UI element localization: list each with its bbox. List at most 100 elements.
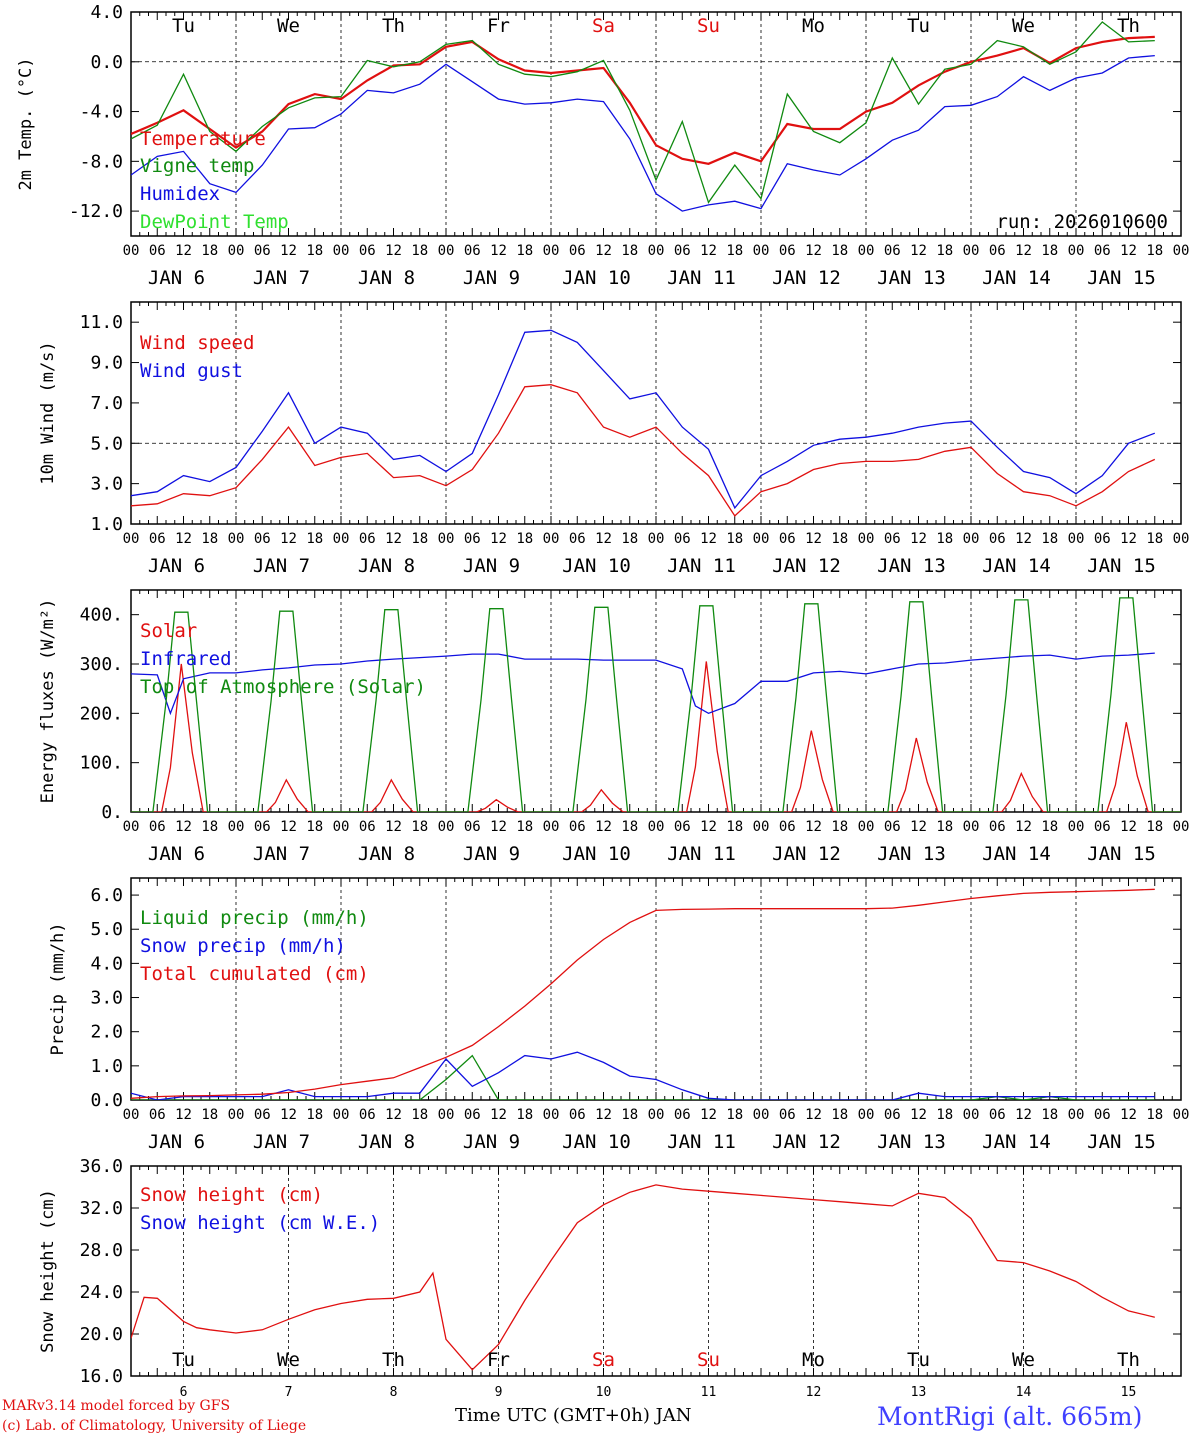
date-label: JAN 7: [253, 1131, 310, 1153]
y-tick-label: 32.0: [80, 1198, 123, 1219]
weekday-label: Tu: [907, 1349, 930, 1371]
date-label: JAN 11: [667, 267, 736, 289]
hour-label: 18: [936, 531, 953, 547]
hour-label: 18: [516, 243, 533, 259]
y-tick-label: 20.0: [80, 1324, 123, 1345]
panel-4: [130, 877, 1182, 1101]
hour-label: 06: [779, 531, 796, 547]
hour-label: 00: [1068, 243, 1085, 259]
hour-label: 18: [411, 819, 428, 835]
hour-label: 00: [648, 1107, 665, 1123]
legend-top-of-atmosphere-solar-: Top of Atmosphere (Solar): [140, 676, 426, 698]
hour-label: 18: [726, 531, 743, 547]
hour-label: 00: [963, 1107, 980, 1123]
hour-label: 00: [333, 1107, 350, 1123]
hour-label: 00: [438, 819, 455, 835]
y-tick-label: -4.0: [80, 102, 123, 123]
y-tick-label: 24.0: [80, 1282, 123, 1303]
hour-label: 00: [333, 819, 350, 835]
hour-label: 12: [490, 819, 507, 835]
hour-label: 18: [516, 819, 533, 835]
date-label: JAN 13: [877, 555, 946, 577]
hour-label: 06: [1094, 1107, 1111, 1123]
legend-vigne-temp: Vigne temp: [140, 155, 254, 177]
weekday-label: Tu: [907, 15, 930, 37]
date-label: JAN 11: [667, 555, 736, 577]
hour-label: 12: [175, 819, 192, 835]
hour-label: 06: [254, 1107, 271, 1123]
legend-humidex: Humidex: [140, 183, 220, 205]
hour-label: 12: [175, 531, 192, 547]
hour-label: 18: [621, 1107, 638, 1123]
hour-label: 18: [936, 243, 953, 259]
hour-label: 06: [674, 531, 691, 547]
series-vigne-temp: [131, 21, 1155, 204]
hour-label: 06: [149, 819, 166, 835]
hour-label: 06: [464, 531, 481, 547]
hour-label: 18: [411, 531, 428, 547]
hour-label: 00: [648, 531, 665, 547]
hour-label: 00: [543, 819, 560, 835]
date-label: JAN 15: [1087, 843, 1156, 865]
legend-snow-height-cm-w-e-: Snow height (cm W.E.): [140, 1212, 380, 1234]
hour-label: 12: [805, 531, 822, 547]
hour-label: 18: [1041, 243, 1058, 259]
legend-solar: Solar: [140, 620, 197, 642]
hour-label: 00: [1068, 1107, 1085, 1123]
hour-label: 06: [464, 819, 481, 835]
hour-label: 06: [149, 531, 166, 547]
y-axis-title: 10m Wind (m/s): [38, 341, 58, 484]
date-label: JAN 13: [877, 843, 946, 865]
hour-label: 00: [753, 531, 770, 547]
y-tick-label: 2.0: [90, 1022, 123, 1043]
weekday-label: Tu: [172, 1349, 195, 1371]
day-number: 12: [806, 1385, 822, 1400]
hour-label: 18: [621, 243, 638, 259]
date-label: JAN 7: [253, 843, 310, 865]
hour-label: 06: [674, 819, 691, 835]
station-name: MontRigi (alt. 665m): [877, 1402, 1143, 1431]
hour-label: 12: [490, 243, 507, 259]
hour-label: 06: [359, 243, 376, 259]
y-tick-label: 100.: [80, 753, 123, 774]
hour-label: 00: [753, 1107, 770, 1123]
weekday-label: We: [277, 1349, 300, 1371]
hour-label: 18: [726, 1107, 743, 1123]
date-label: JAN 15: [1087, 555, 1156, 577]
hour-label: 00: [123, 531, 140, 547]
y-tick-label: 200.: [80, 703, 123, 724]
date-label: JAN 13: [877, 1131, 946, 1153]
hour-label: 06: [359, 819, 376, 835]
hour-label: 12: [1120, 819, 1137, 835]
date-label: JAN 14: [982, 555, 1051, 577]
lab-credit: (c) Lab. of Climatology, University of L…: [2, 1418, 307, 1434]
hour-label: 12: [280, 531, 297, 547]
hour-label: 18: [726, 243, 743, 259]
legend-wind-gust: Wind gust: [140, 360, 243, 382]
day-number: 7: [285, 1385, 293, 1400]
hour-label: 06: [569, 1107, 586, 1123]
hour-label: 06: [149, 1107, 166, 1123]
hour-label: 18: [936, 1107, 953, 1123]
hour-label: 06: [779, 243, 796, 259]
y-tick-label: 4.0: [90, 2, 123, 23]
series-wind-gust: [131, 329, 1156, 510]
hour-label: 12: [910, 531, 927, 547]
date-label: JAN 6: [148, 1131, 205, 1153]
y-axis-title: Energy fluxes (W/m²): [38, 599, 58, 804]
date-label: JAN 10: [562, 1131, 631, 1153]
weekday-label: We: [1012, 1349, 1035, 1371]
hour-label: 18: [831, 243, 848, 259]
weekday-label: Sa: [592, 15, 615, 37]
y-tick-label: 4.0: [90, 953, 123, 974]
hour-label: 12: [1120, 1107, 1137, 1123]
y-tick-label: 6.0: [90, 885, 123, 906]
hour-label: 00: [228, 531, 245, 547]
date-label: JAN 14: [982, 267, 1051, 289]
date-label: JAN 9: [463, 555, 520, 577]
hour-label: 18: [1041, 1107, 1058, 1123]
hour-label: 00: [1173, 1107, 1190, 1123]
hour-label: 18: [831, 531, 848, 547]
date-label: JAN 9: [463, 843, 520, 865]
hour-label: 06: [674, 243, 691, 259]
